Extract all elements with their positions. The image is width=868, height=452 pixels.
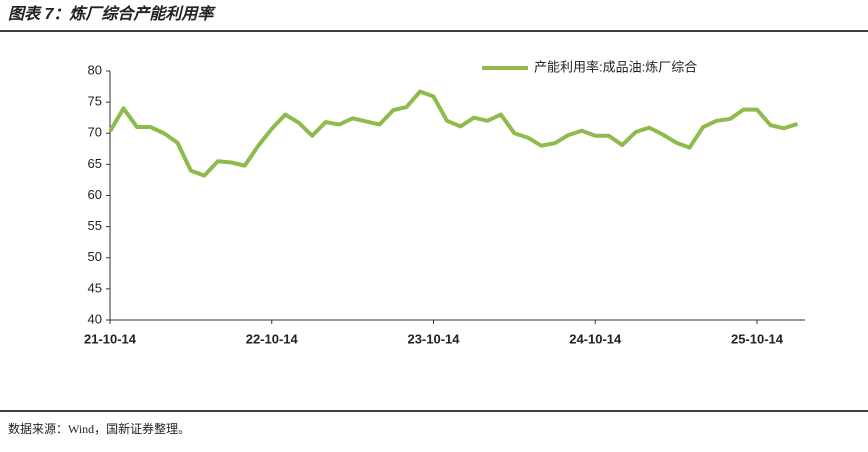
x-tick-label: 21-10-14 bbox=[84, 331, 137, 346]
source-note: 数据来源：Wind，国新证券整理。 bbox=[8, 421, 190, 436]
legend-label: 产能利用率:成品油:炼厂综合 bbox=[534, 59, 697, 74]
y-tick-label: 70 bbox=[88, 125, 102, 140]
y-tick-label: 55 bbox=[88, 218, 102, 233]
y-tick-label: 45 bbox=[88, 280, 102, 295]
x-tick-label: 25-10-14 bbox=[731, 331, 784, 346]
y-tick-label: 65 bbox=[88, 156, 102, 171]
line-series bbox=[108, 89, 799, 178]
x-tick-label: 23-10-14 bbox=[407, 331, 460, 346]
y-tick-label: 80 bbox=[88, 62, 102, 77]
y-tick-label: 60 bbox=[88, 187, 102, 202]
y-tick-label: 50 bbox=[88, 249, 102, 264]
chart-title: 图表 7：炼厂综合产能利用率 bbox=[8, 5, 216, 23]
y-tick-label: 40 bbox=[88, 311, 102, 326]
x-tick-label: 22-10-14 bbox=[246, 331, 299, 346]
x-tick-label: 24-10-14 bbox=[569, 331, 622, 346]
y-tick-label: 75 bbox=[88, 94, 102, 109]
